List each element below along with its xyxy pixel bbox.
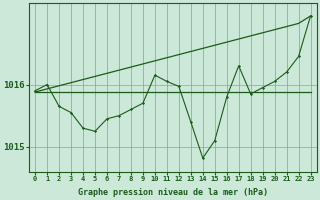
X-axis label: Graphe pression niveau de la mer (hPa): Graphe pression niveau de la mer (hPa): [78, 188, 268, 197]
